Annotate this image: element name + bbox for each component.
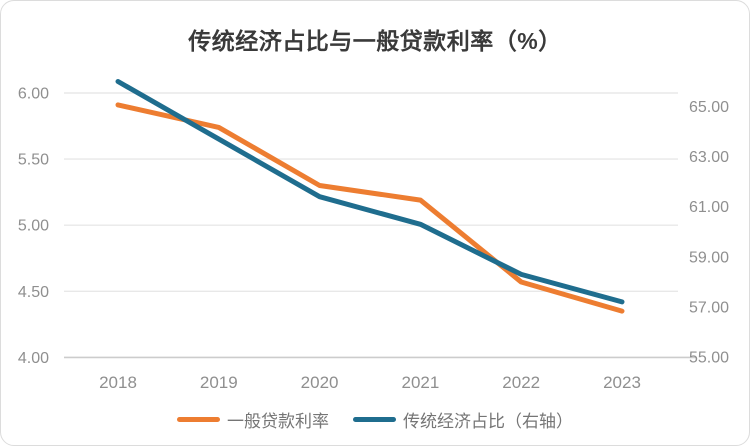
y-axis-left-tick-label: 6.00: [18, 86, 49, 103]
y-axis-right-tick-label: 57.00: [689, 299, 729, 316]
legend-label-loan-rate: 一般贷款利率: [227, 412, 329, 431]
legend-label-economy-share: 传统经济占比（右轴）: [403, 412, 573, 431]
y-axis-right-tick-label: 55.00: [689, 350, 729, 367]
y-axis-right-tick-label: 63.00: [689, 149, 729, 166]
y-axis-left-tick-label: 4.50: [18, 284, 49, 301]
chart-title: 传统经济占比与一般贷款利率（%）: [188, 28, 562, 54]
x-axis-tick-label: 2019: [200, 373, 238, 392]
legend-swatch-loan-rate: [177, 417, 220, 422]
y-axis-right-tick-label: 61.00: [689, 199, 729, 216]
y-axis-left-tick-label: 5.00: [18, 218, 49, 235]
y-axis-right-tick-label: 59.00: [689, 249, 729, 266]
economy-share-line: [115, 79, 625, 305]
legend-item-loan-rate: 一般贷款利率: [177, 407, 329, 432]
legend-swatch-economy-share: [353, 417, 396, 422]
y-axis-right-tick-label: 65.00: [689, 99, 729, 116]
x-axis-tick-label: 2021: [401, 373, 439, 392]
y-axis-left-tick-label: 5.50: [18, 152, 49, 169]
x-axis-tick-label: 2023: [603, 373, 641, 392]
x-axis-tick-label: 2018: [99, 373, 137, 392]
legend: 一般贷款利率 传统经济占比（右轴）: [1, 407, 749, 432]
x-axis-tick-label: 2022: [502, 373, 540, 392]
legend-item-economy-share: 传统经济占比（右轴）: [353, 407, 573, 432]
loan-rate-line: [115, 102, 625, 314]
x-axis-tick-label: 2020: [301, 373, 339, 392]
y-axis-left-tick-label: 4.00: [18, 350, 49, 367]
